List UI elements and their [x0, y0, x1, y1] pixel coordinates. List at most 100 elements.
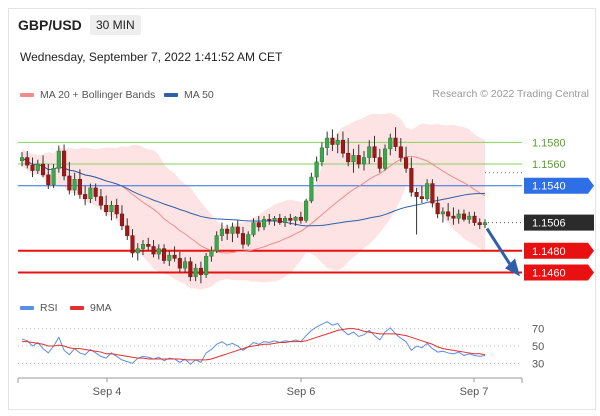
- rsi-tick-label-1: 50: [532, 341, 544, 353]
- candle-body-70: [388, 137, 393, 150]
- candle-body-80: [440, 211, 445, 215]
- candle-body-66: [367, 146, 372, 158]
- candle-body-43: [246, 234, 251, 245]
- level-lines-group: 1.1580 1.1560 1.1540 1.1506 1.1480 1.1460: [18, 137, 594, 281]
- candle-body-19: [119, 213, 125, 227]
- legend-9ma: 9MA: [70, 302, 112, 314]
- candle-body-68: [377, 157, 382, 169]
- level-label-2: 1.1540: [532, 181, 566, 193]
- level-label-5: 1.1460: [532, 267, 566, 279]
- candle-body-12: [83, 194, 88, 199]
- candle-body-60: [335, 139, 340, 145]
- candle-body-81: [446, 211, 451, 217]
- candle-body-83: [456, 213, 461, 219]
- candle-body-7: [56, 150, 61, 169]
- datetime-label: Wednesday, September 7, 2022 1:41:52 AM …: [20, 50, 283, 64]
- candle-body-46: [261, 219, 267, 228]
- candle-body-78: [430, 183, 435, 204]
- candle-body-49: [277, 218, 282, 223]
- candle-body-25: [151, 246, 156, 255]
- x-tick-label-1: Sep 6: [287, 386, 316, 398]
- candle-body-58: [325, 137, 330, 149]
- candle-body-3: [35, 163, 40, 171]
- rsi-9ma-line: [22, 328, 486, 361]
- candle-body-50: [283, 218, 288, 223]
- candle-body-36: [209, 250, 214, 257]
- candle-body-79: [435, 202, 440, 215]
- candle-body-61: [340, 139, 345, 154]
- candle-body-40: [230, 226, 235, 234]
- ma9-swatch: [70, 306, 84, 310]
- candle-body-15: [98, 196, 103, 206]
- candle-body-84: [461, 213, 467, 220]
- level-box-5: [524, 264, 594, 281]
- candle-body-10: [72, 178, 77, 191]
- candle-body-57: [319, 147, 324, 163]
- candle-body-77: [425, 183, 430, 199]
- candle-body-33: [193, 267, 198, 278]
- level-box-4: [524, 242, 594, 259]
- level-box-3: [524, 214, 594, 231]
- candle-body-69: [382, 148, 388, 169]
- rsi-panel-group: 70 50 30: [18, 321, 544, 370]
- candle-body-14: [93, 187, 98, 197]
- ma20-swatch: [20, 93, 34, 97]
- candle-body-0: [19, 157, 25, 162]
- candle-body-31: [183, 261, 188, 269]
- candle-body-71: [393, 137, 398, 147]
- candle-body-54: [304, 200, 309, 221]
- candle-body-42: [240, 233, 246, 245]
- candle-body-64: [356, 155, 361, 165]
- candle-body-37: [214, 235, 219, 252]
- x-tick-label-0: Sep 4: [93, 386, 122, 398]
- candle-body-48: [272, 218, 277, 221]
- candle-body-21: [130, 235, 135, 254]
- research-credit: Research © 2022 Trading Central: [432, 88, 589, 100]
- candle-body-53: [298, 216, 303, 221]
- rsi-tick-label-2: 30: [532, 358, 544, 370]
- candle-body-24: [146, 244, 151, 247]
- symbol-title: GBP/USD: [18, 17, 82, 33]
- candle-body-52: [293, 216, 298, 221]
- legend-rsi-label: RSI: [40, 302, 58, 314]
- candle-body-28: [167, 254, 172, 261]
- candle-body-88: [482, 222, 488, 226]
- level-label-0: 1.1580: [532, 137, 566, 149]
- candle-body-38: [219, 228, 224, 236]
- candle-body-6: [51, 168, 56, 185]
- level-label-4: 1.1480: [532, 246, 566, 258]
- candle-body-75: [414, 191, 419, 197]
- rsi-tick-label-0: 70: [532, 324, 544, 336]
- candle-body-16: [104, 205, 109, 213]
- candle-body-5: [46, 174, 51, 185]
- candle-body-11: [77, 178, 82, 195]
- candle-body-30: [177, 258, 182, 269]
- rsi-swatch: [20, 306, 34, 310]
- candle-body-55: [309, 176, 314, 202]
- candle-body-44: [251, 222, 256, 235]
- candle-body-86: [472, 215, 477, 223]
- bollinger-group: [22, 113, 485, 290]
- candle-body-1: [25, 157, 30, 166]
- ma50-swatch: [164, 93, 178, 97]
- x-axis-group: Sep 4 Sep 6 Sep 7: [17, 377, 523, 398]
- level-box-2: [524, 177, 594, 194]
- candle-body-26: [156, 248, 161, 255]
- candle-body-56: [314, 161, 319, 178]
- timeframe-badge[interactable]: 30 MIN: [90, 15, 141, 35]
- legend-ma20: MA 20 + Bollinger Bands: [20, 89, 155, 101]
- candle-body-32: [188, 261, 193, 278]
- candle-body-82: [451, 215, 456, 219]
- candle-body-29: [172, 254, 177, 259]
- candle-body-76: [419, 196, 424, 199]
- candle-body-20: [125, 225, 130, 236]
- candle-body-34: [198, 267, 203, 275]
- candle-body-63: [351, 155, 356, 163]
- candle-body-27: [162, 248, 167, 261]
- candle-body-4: [40, 163, 46, 176]
- candle-body-74: [409, 168, 414, 193]
- legend-ma20-label: MA 20 + Bollinger Bands: [40, 89, 156, 101]
- candle-body-47: [267, 219, 272, 221]
- candle-body-87: [477, 222, 482, 226]
- rsi-line: [21, 321, 486, 365]
